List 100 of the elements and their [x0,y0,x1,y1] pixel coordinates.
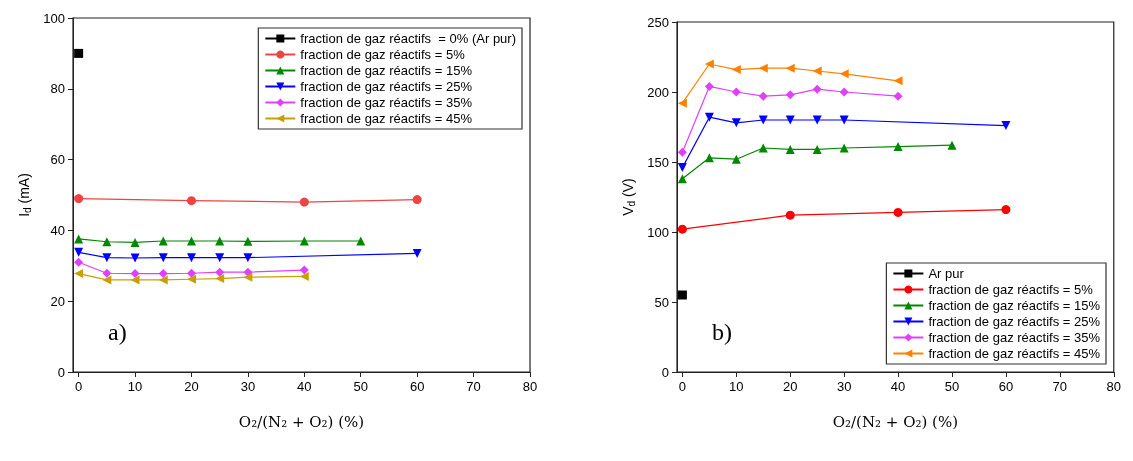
legend-label: Ar pur [928,266,965,281]
y-tick-label: 0 [661,364,669,380]
y-tick-label: 50 [654,294,669,310]
legend-label: fraction de gaz réactifs = 5% [300,47,466,62]
point [812,66,822,76]
point [412,195,422,205]
point [215,274,225,284]
point [785,63,795,73]
legend-label: fraction de gaz réactifs = 25% [928,314,1101,329]
x-tick-label: 0 [678,379,687,394]
legend-label: fraction de gaz réactifs = 35% [300,95,473,110]
point [677,290,687,300]
point [158,269,168,279]
point [74,257,84,267]
y-tick-label: 20 [50,293,65,309]
point [893,142,903,152]
x-tick-label: 80 [1106,379,1121,394]
y-axis-title: Id (mA) [16,173,33,217]
x-axis-title: O₂/(N₂ + O₂) (%) [832,412,959,431]
point [102,253,112,263]
point [677,98,687,108]
legend-label: fraction de gaz réactifs = 45% [300,111,473,126]
x-tick-label: 70 [1052,379,1068,394]
x-tick-label: 60 [409,379,425,394]
point [947,140,957,150]
y-tick-label: 100 [43,10,65,26]
point [130,275,140,285]
x-tick-label: 60 [998,379,1014,394]
point [243,253,253,263]
point [785,90,795,100]
point [299,265,309,275]
x-tick-label: 10 [127,379,143,394]
x-tick-label: 80 [522,379,538,394]
point [102,268,112,278]
x-tick-label: 50 [353,379,368,394]
point [74,247,84,257]
point [74,269,84,279]
point [299,197,309,207]
point [102,275,112,285]
x-tick-label: 20 [783,379,798,394]
point [215,267,225,277]
point [785,144,795,154]
point [186,253,196,263]
legend-label: fraction de gaz réactifs = 15% [300,63,473,78]
point [186,268,196,278]
point [158,236,168,246]
x-tick-label: 0 [75,379,83,394]
point [758,143,768,153]
point [839,143,849,153]
point [74,194,84,204]
point [704,59,714,69]
x-tick-label: 30 [240,379,256,394]
point [893,91,903,101]
legend-label: fraction de gaz réactifs = 0% (Ar pur) [300,31,517,46]
point [758,91,768,101]
legend-label: fraction de gaz réactifs = 15% [928,298,1101,313]
point [186,196,196,206]
x-tick-label: 10 [729,379,744,394]
y-axis-title: Vd (V) [620,178,637,216]
point [839,69,849,79]
point [839,87,849,97]
point [158,253,168,263]
point [812,144,822,154]
point [186,274,196,284]
point [677,163,687,173]
point [731,154,741,164]
annotation: b) [712,319,732,345]
y-tick-label: 0 [57,364,65,380]
point [677,224,687,234]
point [812,84,822,94]
x-axis-title: O₂/(N₂ + O₂) (%) [238,412,365,431]
point [243,236,253,246]
point [731,87,741,97]
point [243,267,253,277]
point [893,76,903,86]
y-tick-label: 150 [647,154,669,170]
point [356,236,366,246]
point [299,236,309,246]
point [731,65,741,75]
y-tick-label: 40 [50,222,65,238]
point [758,63,768,73]
point [215,253,225,263]
legend-label: fraction de gaz réactifs = 25% [300,79,473,94]
point [215,236,225,246]
x-tick-label: 40 [297,379,312,394]
point [158,275,168,285]
y-tick-label: 100 [647,224,669,240]
point [130,237,140,247]
point [130,269,140,279]
point [74,48,84,58]
point [1001,205,1011,215]
x-tick-label: 20 [184,379,199,394]
point [731,118,741,128]
point [704,81,714,91]
point [1001,121,1011,131]
legend-label: fraction de gaz réactifs = 35% [928,330,1101,345]
y-tick-label: 80 [50,81,65,97]
x-tick-label: 40 [890,379,906,394]
x-tick-label: 30 [836,379,852,394]
x-tick-label: 50 [944,379,960,394]
